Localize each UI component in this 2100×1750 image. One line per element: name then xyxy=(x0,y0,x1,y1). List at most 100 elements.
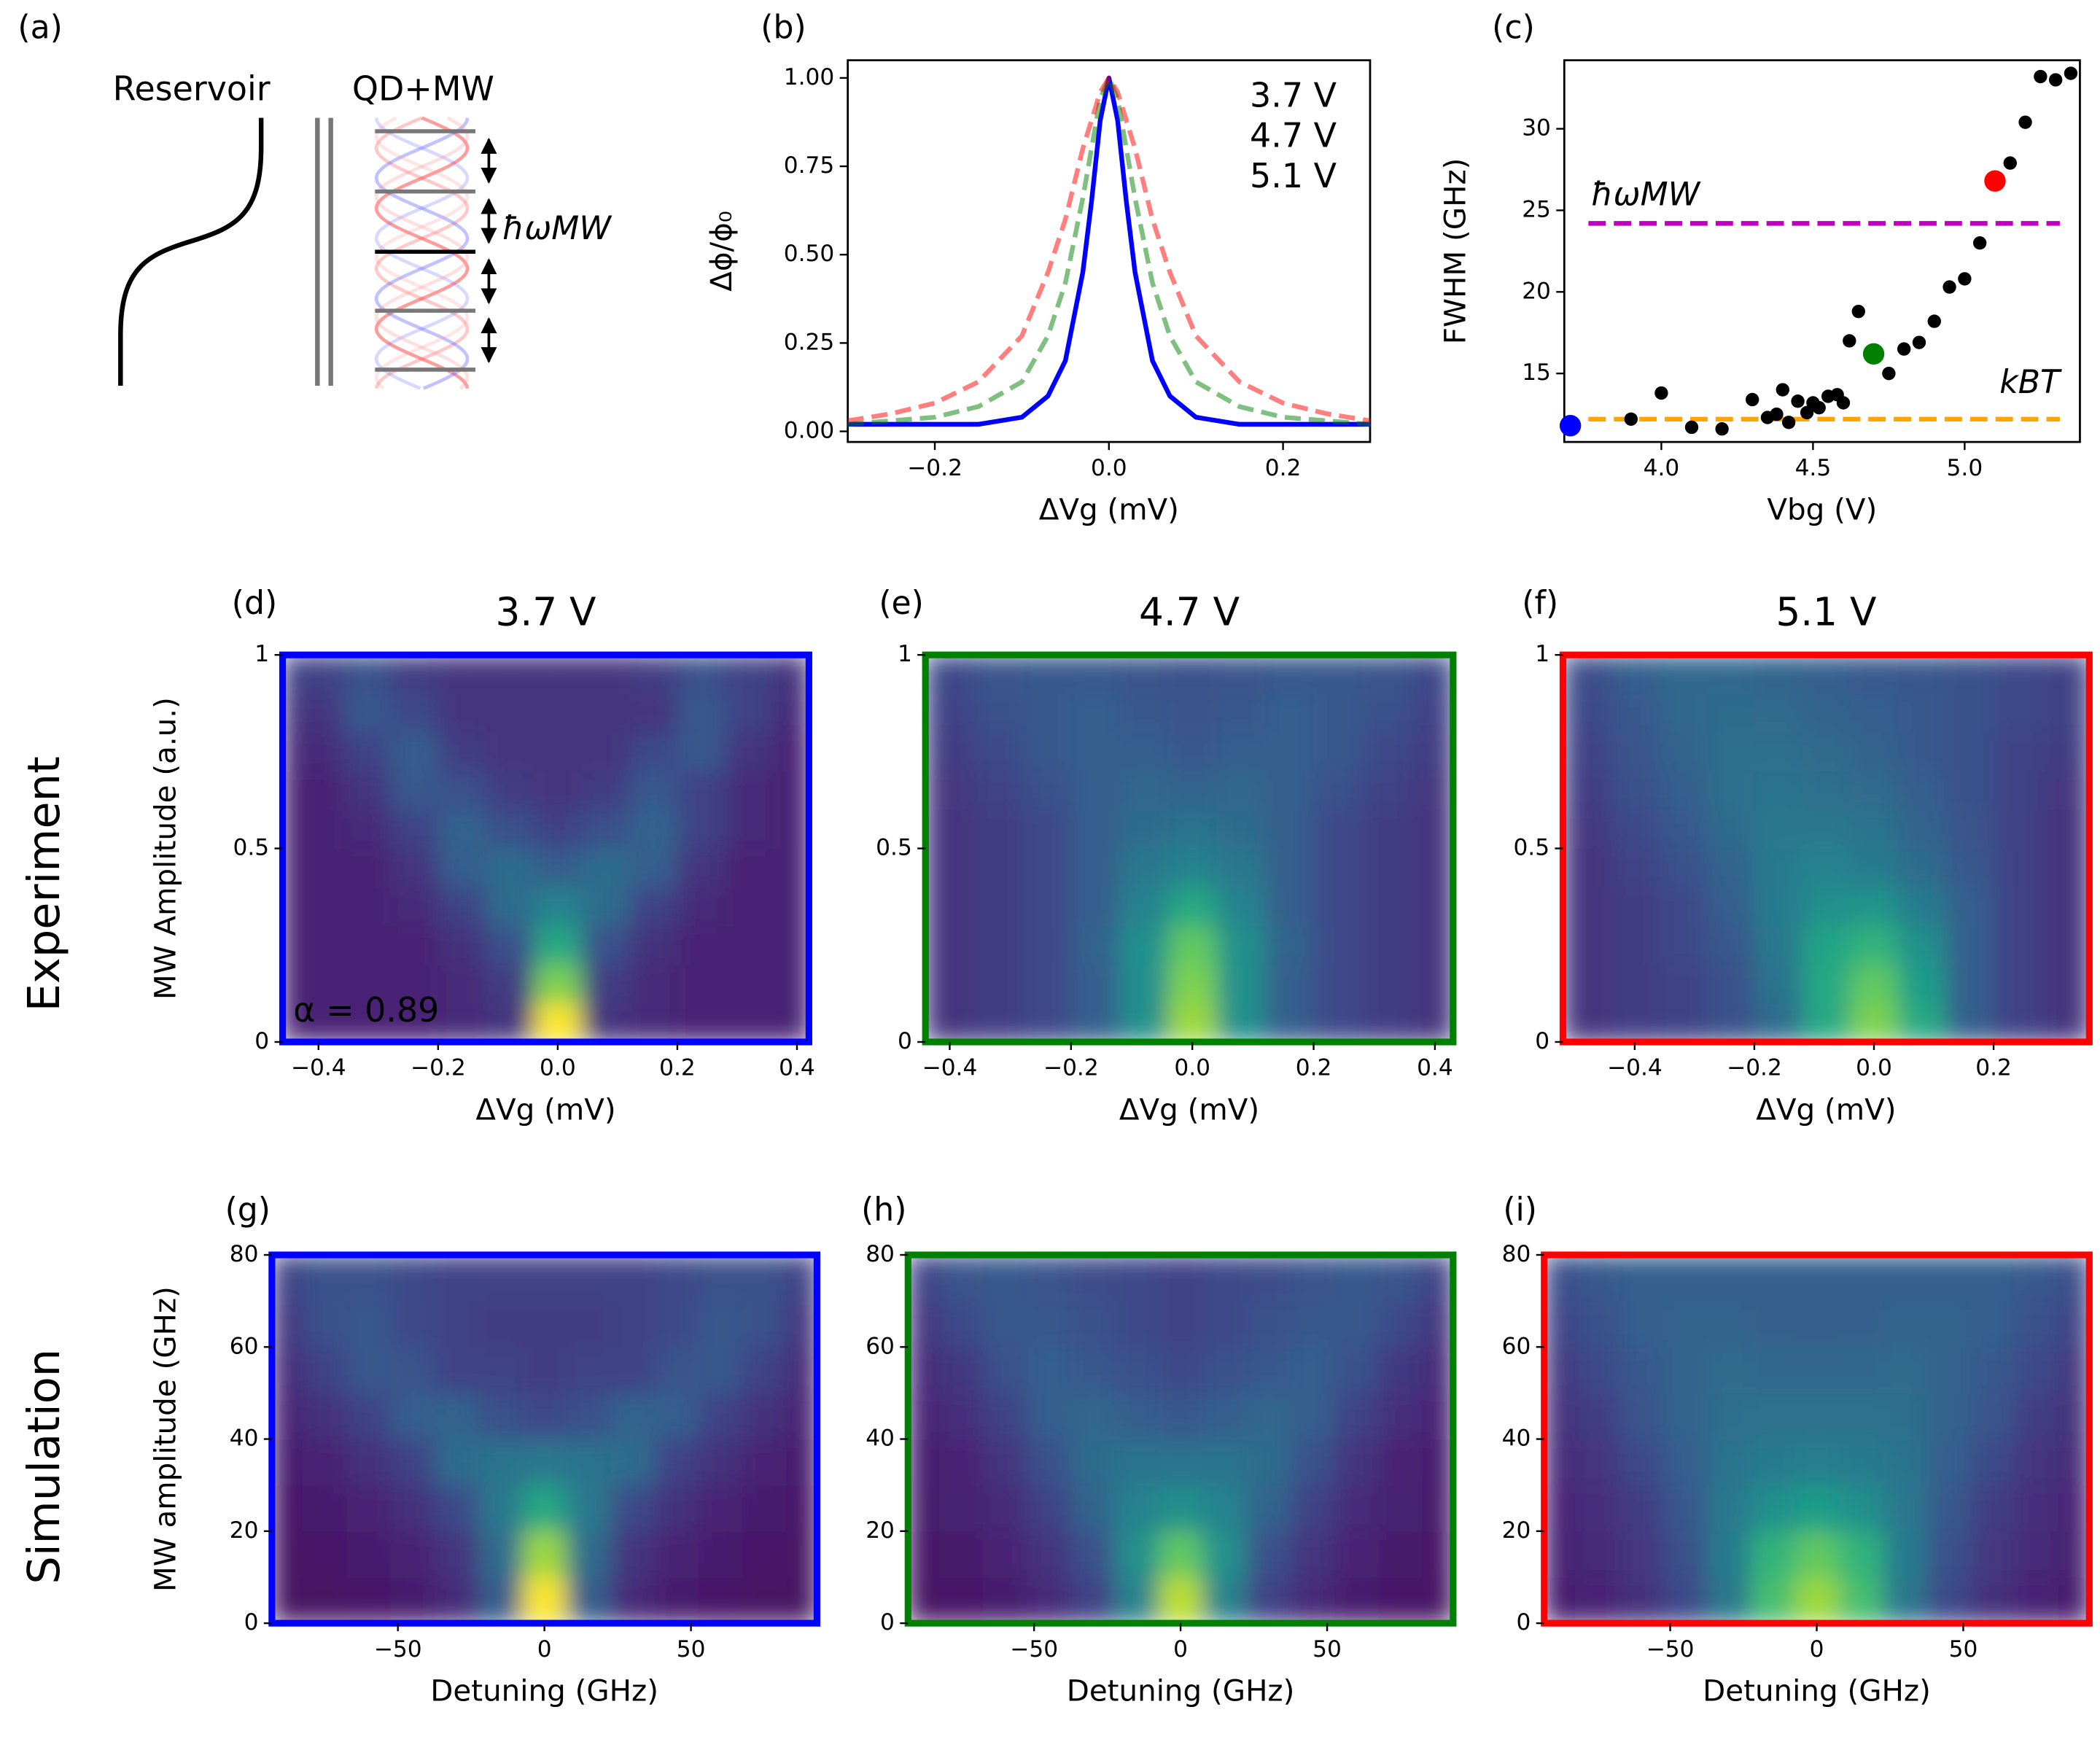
cells xyxy=(1563,655,2090,1042)
line xyxy=(847,75,1371,427)
heat-cell xyxy=(1027,1301,1072,1348)
heat-cell xyxy=(1290,1301,1336,1348)
heat-cell xyxy=(1706,1347,1752,1394)
point xyxy=(1942,280,1956,294)
heat-cell xyxy=(1994,964,2042,1004)
heat-cell xyxy=(282,732,343,772)
heat-cell xyxy=(1362,809,1412,849)
legend-label: 4.7 V xyxy=(1250,116,1337,155)
heat-cell xyxy=(1362,887,1412,927)
heat-cell xyxy=(1216,887,1266,927)
heat-cell xyxy=(486,732,534,772)
heat-cell xyxy=(698,1301,743,1348)
heat-cell xyxy=(654,1485,699,1532)
point xyxy=(2064,66,2078,80)
heat-cell xyxy=(1850,1003,1899,1042)
heat-cell xyxy=(390,732,439,772)
heat-cell xyxy=(1410,848,1453,888)
heat-cell xyxy=(1706,732,1755,772)
x-tick-label: −0.4 xyxy=(291,1055,346,1081)
heat-cell xyxy=(346,1485,392,1532)
x-axis-label: Detuning (GHz) xyxy=(1067,1673,1295,1708)
heat-cell xyxy=(1070,1485,1116,1532)
heat-cell xyxy=(534,1003,583,1042)
heat-cell xyxy=(1158,1485,1204,1532)
heat-cell xyxy=(610,1576,656,1624)
heat-cell xyxy=(1264,1003,1315,1042)
x-tick-label: 0 xyxy=(537,1636,552,1662)
heat-cell xyxy=(1850,655,1899,695)
heat-cell xyxy=(1658,964,1708,1004)
heat-cell xyxy=(1410,887,1453,927)
heat-cell xyxy=(698,1393,743,1440)
heat-cell xyxy=(534,848,583,888)
heat-cell xyxy=(1544,1347,1576,1394)
heat-cell xyxy=(1706,1255,1752,1302)
point xyxy=(1912,335,1926,349)
heat-cell xyxy=(1706,964,1755,1004)
heat-cell xyxy=(1619,1301,1664,1348)
cells xyxy=(1544,1255,2090,1624)
heat-cell xyxy=(1070,1347,1116,1394)
heat-cell xyxy=(1070,1003,1121,1042)
heat-cell xyxy=(1544,1531,1576,1578)
y-tick-label: 20 xyxy=(1502,1517,1531,1544)
heat-cell xyxy=(786,1439,817,1486)
heat-cell xyxy=(610,1531,656,1578)
heat-cell xyxy=(2058,1439,2090,1486)
heat-cell xyxy=(973,925,1024,965)
y-tick-label: 0 xyxy=(244,1609,259,1636)
panel: −50 0 50 0 20 40 60 80 Detuning (GHz) MW amplitud… xyxy=(148,1241,821,1708)
point xyxy=(1654,386,1668,400)
heat-cell xyxy=(434,1255,480,1302)
highlight-point xyxy=(1984,170,2006,192)
heat-cell xyxy=(1945,848,1994,888)
heat-cell xyxy=(1658,693,1708,734)
x-tick-label: 50 xyxy=(1949,1636,1978,1662)
highlight-point xyxy=(1559,415,1582,437)
heat-cell xyxy=(434,1301,480,1348)
heat-cell xyxy=(629,693,678,734)
heat-cell xyxy=(303,1347,348,1394)
heat-cell xyxy=(438,887,487,927)
heat-cell xyxy=(486,1003,534,1042)
x-tick-label: −50 xyxy=(374,1636,422,1662)
heat-cell xyxy=(1119,848,1169,888)
heat-cell xyxy=(438,732,487,772)
heat-cell xyxy=(1706,1393,1752,1440)
heat-cell xyxy=(1754,809,1803,849)
x-axis-label: ΔVg (mV) xyxy=(1039,492,1179,527)
heat-cell xyxy=(1802,693,1851,734)
heat-cell xyxy=(581,964,631,1004)
y-tick-label: 15 xyxy=(1522,359,1551,386)
y-tick-label: 0.75 xyxy=(784,152,835,179)
heat-cell xyxy=(1119,1003,1169,1042)
heat-cell xyxy=(1202,1255,1248,1302)
heat-cell xyxy=(1802,887,1851,927)
heat-cell xyxy=(1619,1347,1664,1394)
heat-cell xyxy=(390,1531,435,1578)
heat-cell xyxy=(346,1301,392,1348)
heat-cell xyxy=(610,1485,656,1532)
heat-cell xyxy=(2058,1485,2090,1532)
heat-cell xyxy=(1611,693,1660,734)
heat-cell xyxy=(390,1439,435,1486)
heat-cell xyxy=(2014,1393,2060,1440)
y-axis-label: MW amplitude (GHz) xyxy=(148,1286,183,1592)
heat-cell xyxy=(973,655,1024,695)
heat-cell xyxy=(677,693,726,734)
heat-cell xyxy=(1994,693,2042,734)
heat-cell xyxy=(1574,1255,1620,1302)
heat-cell xyxy=(742,1347,788,1394)
schematic: Reservoir QD+MW ħωMW xyxy=(113,69,612,390)
heat-cell xyxy=(925,1003,975,1042)
heat-cell xyxy=(773,848,809,888)
heat-cell xyxy=(1882,1531,1928,1578)
heat-cell xyxy=(478,1576,524,1624)
heat-cell xyxy=(1897,848,1947,888)
heat-cell xyxy=(1838,1439,1883,1486)
heat-cell xyxy=(1070,771,1121,811)
heat-cell xyxy=(654,1347,699,1394)
x-tick-label: 0.0 xyxy=(1174,1055,1210,1081)
x-tick-label: 0.4 xyxy=(779,1055,815,1081)
